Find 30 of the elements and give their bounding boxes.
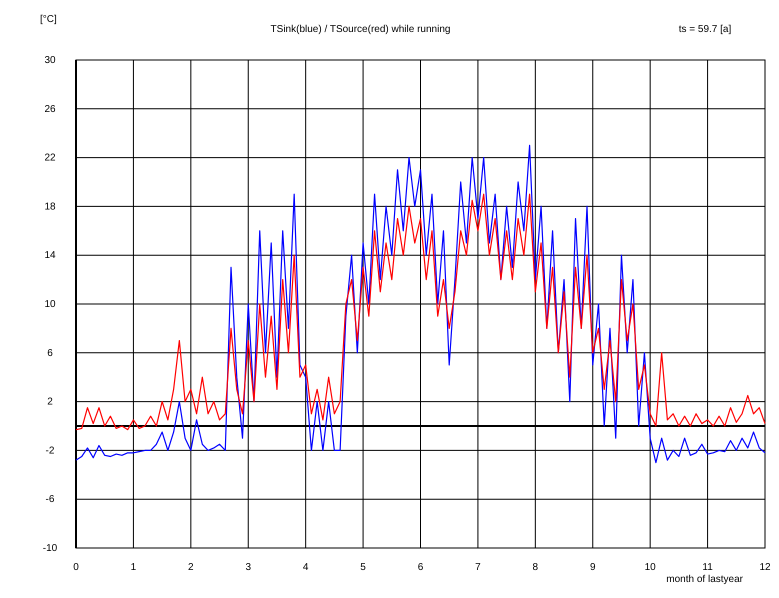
line-series [75,194,766,430]
x-tick-label: 2 [188,562,194,573]
x-tick-label: 3 [245,562,252,573]
y-tick-label: 22 [44,152,56,164]
y-tick-label: -10 [42,543,58,554]
x-tick-label: 6 [418,562,424,573]
y-axis-title: [°C] [40,14,57,25]
y-tick-label: 30 [44,55,56,66]
x-tick-label: 1 [130,562,137,573]
y-tick-label: 26 [44,104,56,115]
text: ts = 59.7 [a] [678,24,732,35]
y-tick-label: 10 [44,299,56,310]
y-tick-label: 18 [44,201,56,212]
x-axis-title: month of lastyear [666,574,744,585]
line-series [75,144,766,464]
y-tick-label: 2 [47,396,54,408]
x-tick-label: 11 [702,562,714,573]
x-tick-label: 4 [302,562,309,573]
x-tick-label: 10 [644,562,656,573]
y-tick-label: -2 [46,445,55,456]
x-tick-label: 9 [590,562,596,573]
x-tick-label: 8 [532,562,539,573]
x-tick-label: 0 [73,562,80,573]
x-tick-label: 5 [360,562,366,573]
y-tick-label: 6 [47,348,54,359]
chart-title: TSink(blue) / TSource(red) while running [270,24,450,35]
y-tick-label: 14 [44,250,56,262]
x-tick-label: 7 [475,562,482,573]
x-tick-label: 12 [759,562,771,573]
y-tick-label: -6 [46,494,55,506]
